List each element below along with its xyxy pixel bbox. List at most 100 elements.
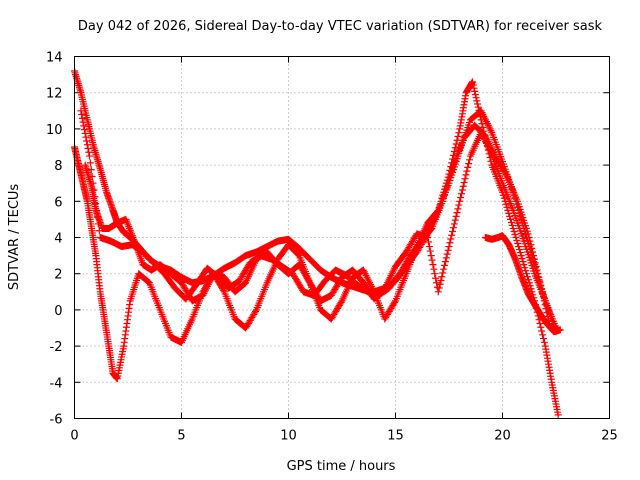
data-point bbox=[425, 243, 433, 251]
data-point bbox=[455, 201, 463, 209]
data-point bbox=[527, 285, 535, 293]
y-tick-label: 2 bbox=[54, 268, 62, 283]
data-point bbox=[446, 173, 454, 181]
data-point bbox=[463, 167, 471, 175]
data-point bbox=[84, 145, 92, 153]
data-point bbox=[80, 126, 88, 134]
data-point bbox=[502, 200, 510, 208]
data-point bbox=[440, 191, 448, 199]
y-tick-label: 14 bbox=[46, 51, 63, 66]
data-point bbox=[474, 100, 482, 108]
data-point bbox=[252, 307, 260, 315]
data-point bbox=[89, 179, 97, 187]
data-point bbox=[92, 200, 100, 208]
data-point bbox=[429, 261, 437, 269]
data-point bbox=[471, 87, 479, 95]
data-point bbox=[424, 238, 432, 246]
data-point bbox=[444, 179, 452, 187]
data-point bbox=[477, 116, 485, 124]
data-point bbox=[451, 144, 459, 152]
data-point bbox=[443, 182, 451, 190]
data-point bbox=[538, 285, 546, 293]
data-point bbox=[77, 107, 85, 115]
data-point bbox=[515, 246, 523, 254]
data-point bbox=[446, 239, 454, 247]
data-point bbox=[444, 246, 452, 254]
data-point bbox=[436, 280, 444, 288]
x-tick-label: 15 bbox=[387, 429, 404, 444]
x-tick-label: 25 bbox=[601, 429, 618, 444]
data-point bbox=[503, 203, 511, 211]
data-point bbox=[447, 170, 455, 178]
data-point bbox=[461, 175, 469, 183]
data-point bbox=[464, 163, 472, 171]
data-point bbox=[458, 186, 466, 194]
data-point bbox=[512, 234, 520, 241]
data-point bbox=[426, 247, 434, 255]
data-point bbox=[556, 326, 564, 334]
data-point bbox=[529, 248, 537, 256]
data-point bbox=[508, 221, 516, 229]
data-point bbox=[82, 133, 90, 141]
data-point bbox=[455, 129, 463, 137]
data-point bbox=[541, 301, 549, 309]
data-point bbox=[93, 206, 101, 214]
data-point bbox=[473, 97, 481, 105]
data-point bbox=[536, 277, 544, 285]
chart-title: Day 042 of 2026, Sidereal Day-to-day VTE… bbox=[78, 19, 603, 34]
y-tick-label: 0 bbox=[54, 304, 62, 319]
series-track-c bbox=[81, 129, 560, 336]
data-point bbox=[83, 137, 91, 145]
data-point bbox=[430, 265, 438, 273]
y-tick-label: -4 bbox=[50, 376, 63, 391]
data-point bbox=[510, 227, 518, 235]
data-point bbox=[471, 91, 479, 99]
data-point bbox=[453, 209, 461, 217]
data-point bbox=[439, 269, 447, 277]
data-point bbox=[427, 252, 435, 260]
data-point bbox=[526, 237, 534, 245]
data-point bbox=[437, 276, 445, 284]
data-point bbox=[88, 172, 96, 180]
data-point bbox=[523, 270, 531, 278]
y-tick-label: 10 bbox=[46, 123, 63, 138]
data-point bbox=[502, 170, 510, 178]
data-point bbox=[459, 182, 467, 190]
data-point bbox=[78, 111, 86, 119]
data-point bbox=[431, 270, 439, 278]
data-point bbox=[539, 293, 547, 301]
data-point bbox=[442, 254, 450, 262]
data-point bbox=[94, 213, 102, 221]
data-point bbox=[440, 265, 448, 273]
data-point bbox=[521, 264, 529, 272]
data-point bbox=[542, 305, 550, 313]
data-point bbox=[507, 215, 515, 223]
data-point bbox=[536, 319, 544, 327]
data-point bbox=[538, 327, 546, 335]
data-point bbox=[432, 274, 440, 282]
data-point bbox=[454, 132, 462, 140]
data-point bbox=[441, 258, 449, 266]
data-point bbox=[448, 164, 456, 172]
data-point bbox=[476, 113, 484, 121]
series-track-d bbox=[77, 107, 554, 328]
data-point bbox=[478, 120, 486, 128]
data-point bbox=[476, 110, 484, 118]
data-point bbox=[78, 114, 86, 122]
data-point bbox=[469, 81, 477, 89]
data-point bbox=[445, 176, 453, 184]
data-point bbox=[554, 411, 562, 419]
data-point bbox=[528, 244, 536, 252]
data-point bbox=[90, 186, 98, 194]
data-point bbox=[500, 194, 508, 202]
data-point bbox=[94, 220, 102, 228]
data-point bbox=[543, 309, 551, 317]
data-point bbox=[539, 331, 547, 339]
data-point bbox=[517, 252, 525, 260]
data-point bbox=[439, 197, 447, 205]
data-point bbox=[428, 256, 436, 264]
data-point bbox=[441, 188, 449, 196]
data-point bbox=[516, 249, 524, 257]
data-point bbox=[81, 129, 89, 137]
y-tick-label: 12 bbox=[46, 87, 63, 102]
